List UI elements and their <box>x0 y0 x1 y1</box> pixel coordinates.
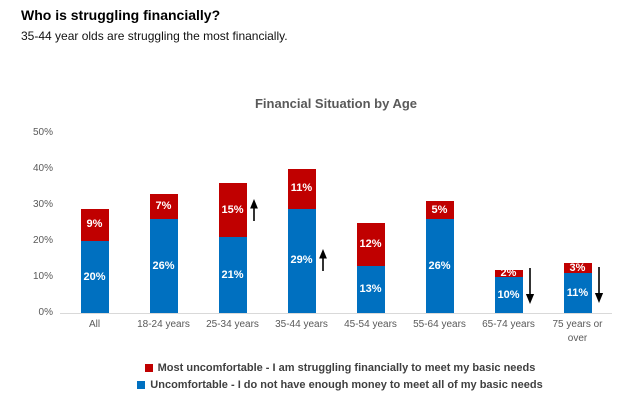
trend-down-arrow-icon <box>524 267 536 309</box>
y-tick-label: 0% <box>38 307 53 318</box>
page-subtitle: 35-44 year olds are struggling the most … <box>21 29 288 43</box>
bar-segment: 11% <box>563 273 592 313</box>
bar-segment: 20% <box>80 241 109 313</box>
chart-title: Financial Situation by Age <box>254 96 418 111</box>
bar-segment: 26% <box>149 219 178 313</box>
bar-stack: 3% 11% <box>563 261 592 313</box>
bar-value-label: 3% <box>569 261 586 274</box>
legend-swatch <box>137 380 146 389</box>
bar-stack: 7% 26% <box>149 194 178 313</box>
y-tick-label: 30% <box>32 199 53 210</box>
legend-item: Uncomfortable - I do not have enough mon… <box>137 378 543 391</box>
bar-value-label: 29% <box>290 254 313 267</box>
x-tick-label: All <box>88 319 101 330</box>
trend-down-arrow-icon <box>593 266 605 308</box>
bar-value-label: 12% <box>359 238 382 251</box>
bar-value-label: 11% <box>290 182 313 195</box>
page-title: Who is struggling financially? <box>21 7 221 23</box>
x-tick-label: 35-44 years <box>275 319 328 330</box>
bar-stack: 5% 26% <box>425 201 454 313</box>
x-axis: All 18-24 years 25-34 years 35-44 years 45-5… <box>60 318 612 350</box>
y-tick-label: 50% <box>32 127 53 138</box>
bar-segment: 21% <box>218 237 247 313</box>
bar-segment: 5% <box>425 201 454 220</box>
legend-swatch <box>144 363 153 372</box>
bar-value-label: 7% <box>155 200 172 213</box>
x-tick-label: 45-54 years <box>344 319 397 330</box>
legend-item: Most uncomfortable - I am struggling fin… <box>144 361 536 374</box>
bar-segment: 10% <box>494 277 523 313</box>
bar-value-label: 26% <box>428 259 451 272</box>
bar-segment: 12% <box>356 223 385 267</box>
bar-value-label: 15% <box>221 203 244 216</box>
x-tick-label: 75 years or over <box>552 319 603 344</box>
bar-value-label: 13% <box>359 283 382 296</box>
legend: Most uncomfortable - I am struggling fin… <box>64 359 616 393</box>
bar-value-label: 20% <box>83 270 106 283</box>
bar-value-label: 9% <box>86 218 103 231</box>
bar-segment: 13% <box>356 266 385 313</box>
x-tick-label: 65-74 years <box>482 319 535 330</box>
bar-segment: 9% <box>80 208 109 241</box>
bar-segment: 26% <box>425 219 454 313</box>
legend-label: Most uncomfortable - I am struggling fin… <box>157 361 536 374</box>
bar-segment: 2% <box>494 266 523 279</box>
bar-segment: 3% <box>563 261 592 274</box>
bar-value-label: 5% <box>431 203 448 216</box>
y-axis: 0% 10% 20% 30% 40% 50% <box>10 127 53 318</box>
x-tick-label: 25-34 years <box>206 319 259 330</box>
bar-value-label: 21% <box>221 268 244 281</box>
bar-value-label: 26% <box>152 259 175 272</box>
legend-label: Uncomfortable - I do not have enough mon… <box>150 378 543 391</box>
trend-up-arrow-icon <box>317 249 329 277</box>
trend-up-arrow-icon <box>248 198 260 227</box>
bar-segment: 15% <box>218 183 247 238</box>
bar-segment: 11% <box>287 169 316 209</box>
plot-area: 9% 20% 7% 26% 15% 21% 11% 29% 12% 13% 5% 26% 2% 10% 3%… <box>60 133 612 314</box>
bar-stack: 11% 29% <box>287 169 316 313</box>
bar-segment: 29% <box>287 208 316 313</box>
bar-segment: 7% <box>149 194 178 220</box>
y-tick-label: 40% <box>32 163 53 174</box>
x-tick-label: 18-24 years <box>137 319 190 330</box>
bar-stack: 2% 10% <box>494 266 523 313</box>
bar-value-label: 10% <box>497 288 520 301</box>
bar-value-label: 2% <box>500 266 517 279</box>
y-tick-label: 10% <box>32 271 53 282</box>
bar-stack: 15% 21% <box>218 183 247 313</box>
y-tick-label: 20% <box>32 235 53 246</box>
bar-value-label: 11% <box>566 286 589 299</box>
bar-stack: 9% 20% <box>80 208 109 313</box>
x-tick-label: 55-64 years <box>413 319 466 330</box>
bar-stack: 12% 13% <box>356 223 385 313</box>
